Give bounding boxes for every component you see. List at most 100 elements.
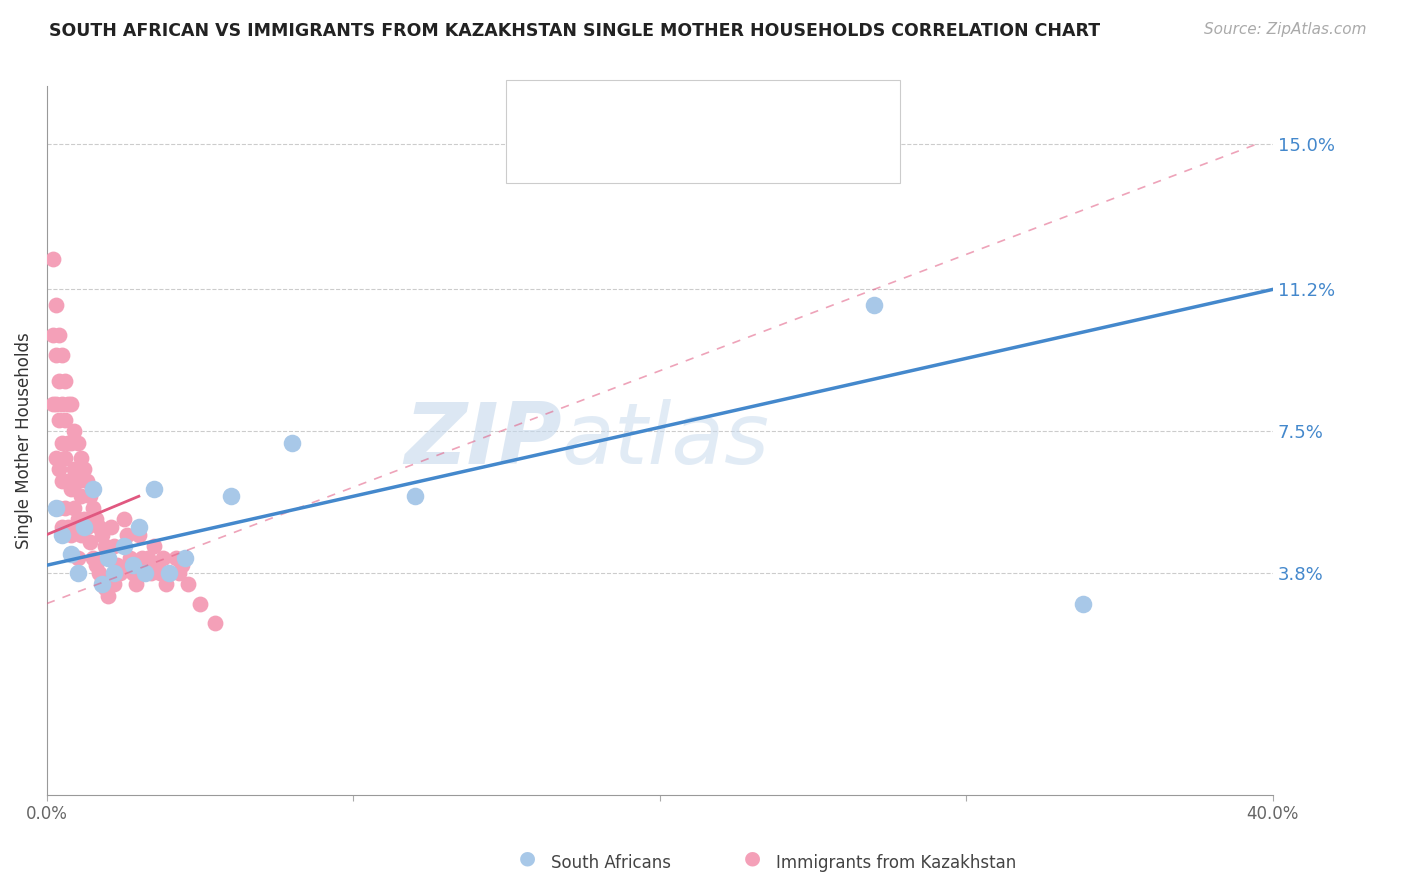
Point — [97, 550, 120, 565]
Point — [100, 520, 122, 534]
Point — [97, 589, 120, 603]
Point — [219, 489, 242, 503]
Point — [91, 527, 114, 541]
Point — [84, 558, 107, 573]
Text: R = 0.354   N = 21: R = 0.354 N = 21 — [578, 101, 776, 121]
Y-axis label: Single Mother Households: Single Mother Households — [15, 333, 32, 549]
Point — [204, 615, 226, 630]
Point — [66, 566, 89, 580]
Point — [121, 566, 143, 580]
Point — [51, 520, 73, 534]
Point — [45, 347, 67, 361]
Point — [97, 550, 120, 565]
Point — [60, 397, 83, 411]
Point — [58, 397, 80, 411]
Point — [66, 435, 89, 450]
Point — [53, 412, 76, 426]
Point — [69, 489, 91, 503]
Point — [118, 550, 141, 565]
Point — [177, 577, 200, 591]
Point — [53, 375, 76, 389]
Point — [42, 328, 65, 343]
Point — [131, 550, 153, 565]
Point — [103, 539, 125, 553]
Point — [63, 462, 86, 476]
Point — [110, 566, 132, 580]
Point — [143, 539, 166, 553]
Point — [87, 520, 110, 534]
Point — [404, 489, 426, 503]
Text: SOUTH AFRICAN VS IMMIGRANTS FROM KAZAKHSTAN SINGLE MOTHER HOUSEHOLDS CORRELATION: SOUTH AFRICAN VS IMMIGRANTS FROM KAZAKHS… — [49, 22, 1101, 40]
Point — [188, 597, 211, 611]
Point — [863, 298, 886, 312]
Point — [53, 500, 76, 515]
Bar — [529, 95, 564, 128]
Point — [45, 397, 67, 411]
Point — [48, 462, 70, 476]
Point — [91, 577, 114, 591]
Point — [167, 566, 190, 580]
Point — [134, 566, 156, 580]
Point — [51, 347, 73, 361]
Point — [146, 558, 169, 573]
Point — [66, 474, 89, 488]
Point — [51, 527, 73, 541]
Point — [58, 520, 80, 534]
Point — [48, 328, 70, 343]
Point — [91, 574, 114, 588]
Point — [121, 558, 143, 573]
Point — [105, 558, 128, 573]
Point — [42, 397, 65, 411]
Point — [66, 550, 89, 565]
Point — [82, 482, 104, 496]
Point — [76, 520, 98, 534]
Point — [76, 474, 98, 488]
Point — [128, 527, 150, 541]
Point — [125, 577, 148, 591]
Point — [48, 500, 70, 515]
Bar — [529, 135, 564, 167]
Point — [155, 577, 177, 591]
Point — [60, 482, 83, 496]
Text: South Africans: South Africans — [551, 855, 671, 872]
Text: ZIP: ZIP — [404, 400, 562, 483]
Point — [136, 550, 159, 565]
Point — [173, 550, 195, 565]
Point — [281, 435, 304, 450]
Point — [58, 435, 80, 450]
Point — [1071, 597, 1094, 611]
Point — [58, 474, 80, 488]
Point — [73, 462, 96, 476]
Point — [45, 500, 67, 515]
Point — [53, 450, 76, 465]
Point — [159, 566, 181, 580]
Point — [152, 550, 174, 565]
Point — [48, 375, 70, 389]
Point — [143, 482, 166, 496]
Point — [87, 566, 110, 580]
Point — [112, 512, 135, 526]
Point — [63, 500, 86, 515]
Point — [73, 520, 96, 534]
Text: Immigrants from Kazakhstan: Immigrants from Kazakhstan — [776, 855, 1017, 872]
Point — [48, 412, 70, 426]
Point — [60, 435, 83, 450]
Point — [51, 397, 73, 411]
Point — [66, 512, 89, 526]
Point — [60, 527, 83, 541]
Point — [45, 450, 67, 465]
Point — [115, 527, 138, 541]
Text: Source: ZipAtlas.com: Source: ZipAtlas.com — [1204, 22, 1367, 37]
Point — [134, 566, 156, 580]
Point — [60, 547, 83, 561]
Point — [94, 539, 117, 553]
Text: ●: ● — [744, 848, 761, 867]
Point — [82, 500, 104, 515]
Point — [84, 512, 107, 526]
Point — [45, 298, 67, 312]
Point — [51, 474, 73, 488]
Point — [82, 550, 104, 565]
Point — [79, 489, 101, 503]
Point — [103, 577, 125, 591]
Text: atlas: atlas — [562, 400, 769, 483]
